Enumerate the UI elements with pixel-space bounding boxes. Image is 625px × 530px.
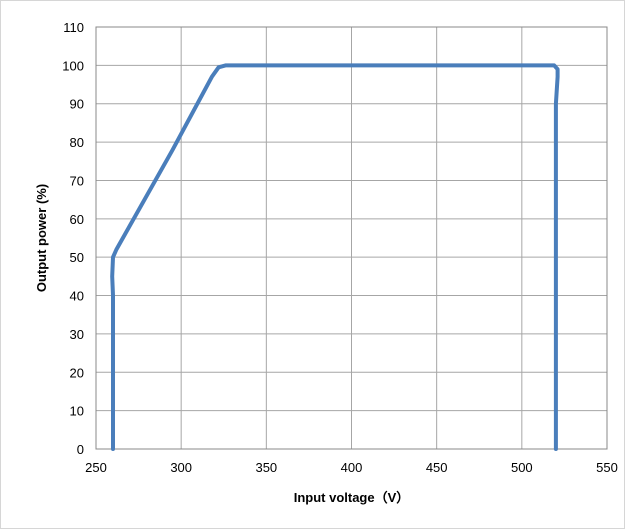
y-tick-label: 30	[70, 327, 84, 342]
y-tick-label: 20	[70, 365, 84, 380]
y-tick-label: 40	[70, 289, 84, 304]
x-tick-label: 450	[426, 460, 448, 475]
x-tick-label: 250	[85, 460, 107, 475]
x-axis-title: Input voltage（V）	[294, 490, 410, 505]
y-tick-label: 110	[63, 20, 84, 35]
x-tick-label: 550	[596, 460, 618, 475]
y-tick-label: 0	[77, 442, 84, 457]
series-line	[110, 63, 560, 451]
grid	[95, 26, 608, 450]
y-tick-label: 70	[70, 173, 84, 188]
plot-area-border	[95, 26, 608, 450]
y-tick-label: 100	[62, 58, 84, 73]
x-tick-label: 350	[255, 460, 277, 475]
y-tick-label: 60	[70, 212, 84, 227]
y-tick-label: 90	[70, 97, 84, 112]
y-axis-title: Output power (%)	[34, 184, 49, 292]
x-tick-label: 500	[511, 460, 533, 475]
y-tick-label: 80	[70, 135, 84, 150]
x-tick-label: 300	[170, 460, 192, 475]
y-tick-label: 10	[70, 404, 84, 419]
tick-labels: 250 300 350 400 450 500 550 0 10 20 30 40 50 60 70 80 90…	[62, 20, 618, 475]
x-tick-label: 400	[341, 460, 363, 475]
y-tick-label: 50	[70, 250, 84, 265]
